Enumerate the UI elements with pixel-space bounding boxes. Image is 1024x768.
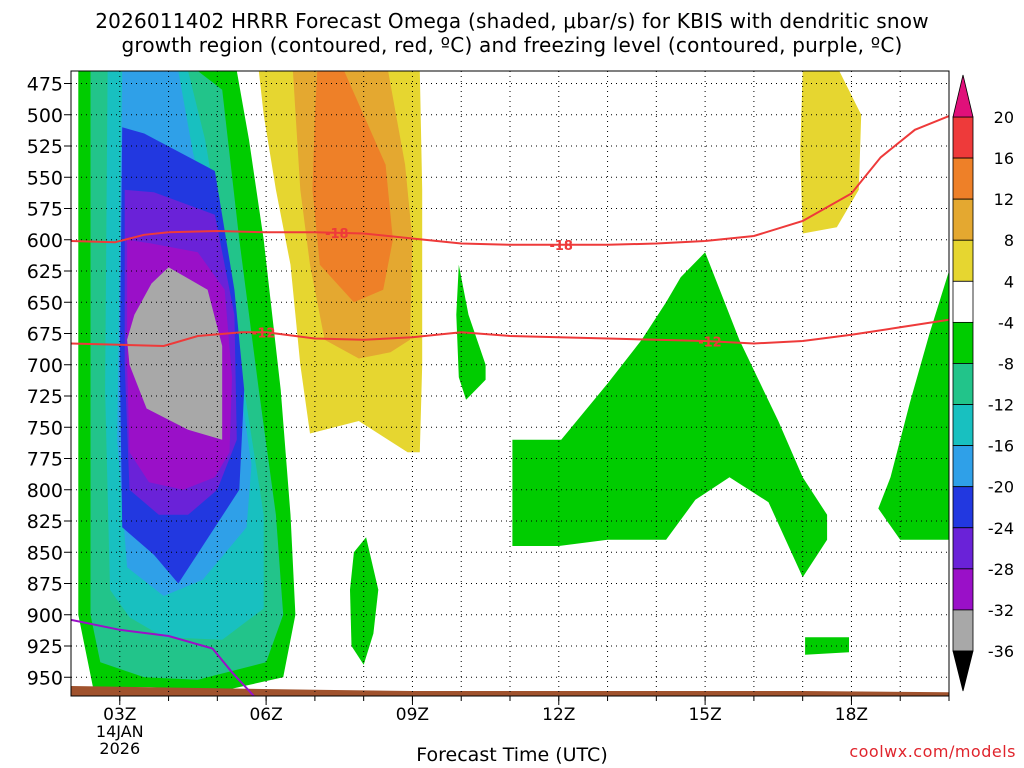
y-tick-label-775: 775 (27, 449, 63, 471)
omega-region-11 (800, 71, 862, 234)
colorbar-label--4: -4 (998, 313, 1014, 332)
y-tick-label-550: 550 (27, 167, 63, 189)
omega-region-7 (127, 267, 223, 440)
contour-label--18-0: -18 (325, 227, 349, 242)
grid-lines (71, 71, 950, 696)
chart-title-line-2: growth region (contoured, red, ºC) and f… (121, 33, 903, 57)
colorbar-below-triangle (952, 650, 974, 692)
y-tick-label-800: 800 (27, 480, 63, 502)
watermark: coolwx.com/models (849, 742, 1016, 761)
colorbar-label--8: -8 (998, 354, 1014, 373)
y-tick-label-950: 950 (27, 667, 63, 689)
colorbar-label--16: -16 (988, 437, 1014, 456)
chart-title-line-1: 2026011402 HRRR Forecast Omega (shaded, … (95, 9, 929, 33)
y-tick-label-525: 525 (27, 136, 63, 158)
omega-region-10 (312, 71, 393, 303)
x-axis-title: Forecast Time (UTC) (416, 744, 608, 766)
colorbar: 20 16 12 8 4 -4 -8 -12 -16 -20 -24 -28 -32 -36 (952, 74, 1014, 692)
y-tick-label-575: 575 (27, 199, 63, 221)
y-tick-label-600: 600 (27, 230, 63, 252)
colorbar-bin-8 (952, 445, 974, 488)
y-tick-label-875: 875 (27, 574, 63, 596)
y-tick-label-475: 475 (27, 74, 63, 96)
omega-region-14 (512, 252, 828, 578)
omega-shading (78, 71, 949, 690)
y-tick-label-925: 925 (27, 636, 63, 658)
colorbar-bin-1 (952, 157, 974, 200)
colorbar-bin-12 (952, 609, 974, 652)
y-tick-label-650: 650 (27, 292, 63, 314)
x-tick-label-09Z: 09Z (396, 705, 429, 725)
colorbar-bin-4 (952, 280, 974, 323)
axes: 475 500 525 550 575 600 625 650 675 700 725 750 775 8… (27, 70, 950, 758)
y-tick-label-500: 500 (27, 105, 63, 127)
colorbar-bin-3 (952, 239, 974, 282)
x-tick-label-18Z: 18Z (835, 705, 868, 725)
y-tick-label-825: 825 (27, 511, 63, 533)
x-tick-label-03Z: 03Z (103, 705, 136, 725)
colorbar-bin-7 (952, 404, 974, 447)
y-tick-label-750: 750 (27, 417, 63, 439)
colorbar-bin-9 (952, 486, 974, 529)
colorbar-label-12: 12 (994, 190, 1014, 209)
colorbar-bin-5 (952, 321, 974, 364)
colorbar-above-triangle (952, 74, 974, 118)
colorbar-label--28: -28 (988, 560, 1014, 579)
y-tick-label-625: 625 (27, 261, 63, 283)
colorbar-label--24: -24 (988, 519, 1014, 538)
x-tick-label-12Z: 12Z (542, 705, 575, 725)
x-tick-date: 14JAN (96, 722, 144, 741)
dendritic-contour--18 (71, 115, 949, 246)
colorbar-bin-11 (952, 568, 974, 611)
x-tick-label-15Z: 15Z (688, 705, 721, 725)
colorbar-label-8: 8 (1004, 231, 1014, 250)
colorbar-label--20: -20 (988, 478, 1014, 497)
colorbar-label-20: 20 (994, 108, 1014, 127)
y-tick-label-700: 700 (27, 355, 63, 377)
colorbar-bin-0 (952, 116, 974, 159)
colorbar-bin-6 (952, 363, 974, 405)
y-tick-label-675: 675 (27, 324, 63, 346)
y-tick-label-900: 900 (27, 605, 63, 627)
colorbar-label--12: -12 (988, 396, 1014, 415)
colorbar-label--36: -36 (988, 642, 1014, 661)
contour-label--12-0: -12 (252, 326, 276, 341)
omega-region-15 (878, 271, 949, 540)
x-tick-year: 2026 (99, 739, 140, 758)
colorbar-bin-10 (952, 527, 974, 570)
contour-lines: -18 -18 -12 -12 (71, 115, 949, 696)
x-tick-label-06Z: 06Z (249, 705, 282, 725)
dendritic-contour--12 (71, 318, 949, 348)
y-tick-label-850: 850 (27, 542, 63, 564)
colorbar-label-16: 16 (994, 149, 1014, 168)
contour-label--12-1: -12 (698, 335, 722, 350)
colorbar-label-4: 4 (1004, 272, 1014, 291)
freezing-level-contour (71, 618, 255, 696)
omega-region-16 (805, 637, 849, 655)
y-tick-label-725: 725 (27, 386, 63, 408)
colorbar-bin-2 (952, 198, 974, 241)
colorbar-label--32: -32 (988, 601, 1014, 620)
contour-label--18-1: -18 (549, 239, 573, 254)
